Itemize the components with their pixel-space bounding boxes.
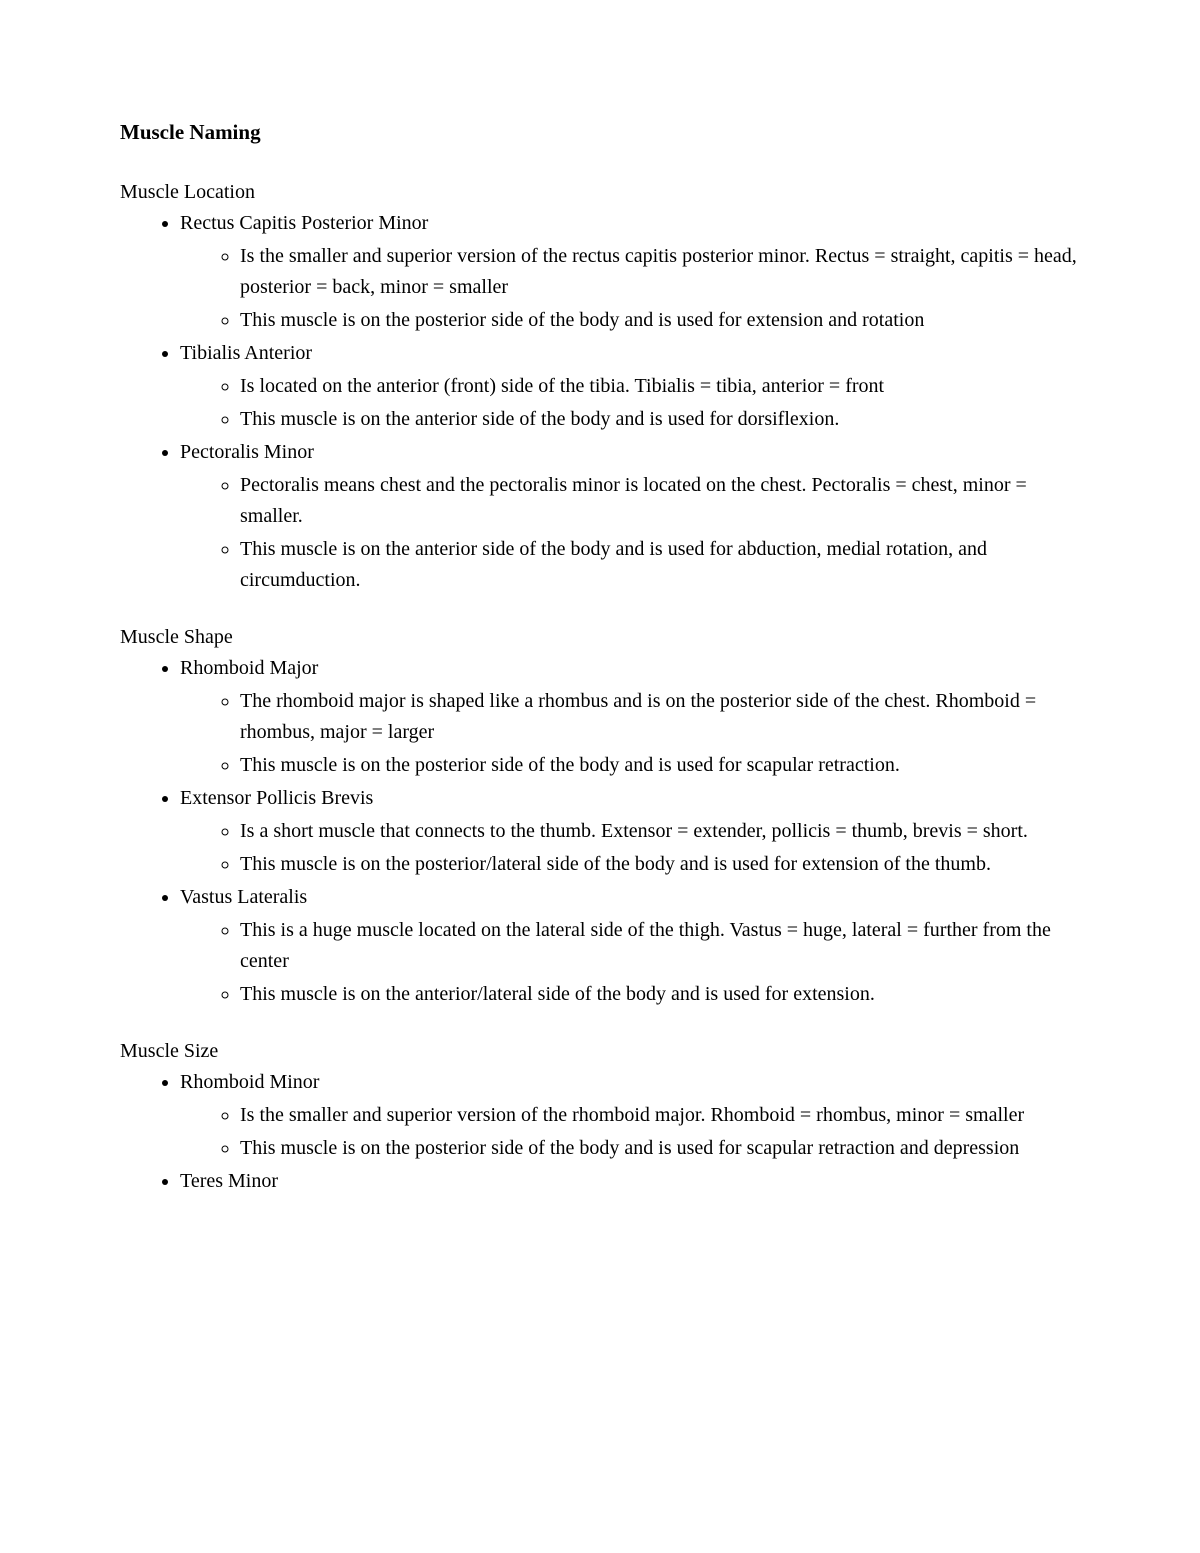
sub-list-item: Is the smaller and superior version of t… bbox=[240, 1100, 1080, 1131]
list-item: Tibialis Anterior Is located on the anter… bbox=[180, 338, 1080, 435]
sub-list: This is a huge muscle located on the lat… bbox=[180, 915, 1080, 1010]
list-item: Rhomboid Minor Is the smaller and superio… bbox=[180, 1067, 1080, 1164]
muscle-name: Rhomboid Major bbox=[180, 657, 318, 679]
sub-list: The rhomboid major is shaped like a rhom… bbox=[180, 686, 1080, 781]
sub-list: Is located on the anterior (front) side … bbox=[180, 371, 1080, 435]
section-list: Rhomboid Minor Is the smaller and superio… bbox=[120, 1067, 1080, 1197]
sections-container: Muscle Location Rectus Capitis Posterior … bbox=[120, 181, 1080, 1197]
muscle-name: Teres Minor bbox=[180, 1170, 278, 1192]
muscle-name: Rhomboid Minor bbox=[180, 1071, 319, 1093]
section-heading: Muscle Size bbox=[120, 1040, 1080, 1063]
list-item: Teres Minor bbox=[180, 1166, 1080, 1197]
sub-list-item: The rhomboid major is shaped like a rhom… bbox=[240, 686, 1080, 748]
sub-list-item: This muscle is on the posterior side of … bbox=[240, 1133, 1080, 1164]
muscle-name: Rectus Capitis Posterior Minor bbox=[180, 212, 428, 234]
sub-list-item: Is a short muscle that connects to the t… bbox=[240, 816, 1080, 847]
section-list: Rhomboid Major The rhomboid major is shap… bbox=[120, 653, 1080, 1010]
sub-list-item: This muscle is on the posterior/lateral … bbox=[240, 849, 1080, 880]
muscle-name: Extensor Pollicis Brevis bbox=[180, 787, 373, 809]
sub-list-item: Is the smaller and superior version of t… bbox=[240, 241, 1080, 303]
sub-list: Is the smaller and superior version of t… bbox=[180, 1100, 1080, 1164]
section-list: Rectus Capitis Posterior Minor Is the sma… bbox=[120, 208, 1080, 596]
list-item: Rhomboid Major The rhomboid major is shap… bbox=[180, 653, 1080, 781]
sub-list-item: This muscle is on the anterior/lateral s… bbox=[240, 979, 1080, 1010]
muscle-name: Pectoralis Minor bbox=[180, 441, 314, 463]
list-item: Rectus Capitis Posterior Minor Is the sma… bbox=[180, 208, 1080, 336]
sub-list-item: This muscle is on the posterior side of … bbox=[240, 305, 1080, 336]
section-heading: Muscle Location bbox=[120, 181, 1080, 204]
sub-list: Is a short muscle that connects to the t… bbox=[180, 816, 1080, 880]
muscle-name: Tibialis Anterior bbox=[180, 342, 312, 364]
sub-list: Pectoralis means chest and the pectorali… bbox=[180, 470, 1080, 596]
list-item: Extensor Pollicis Brevis Is a short muscl… bbox=[180, 783, 1080, 880]
sub-list-item: This muscle is on the anterior side of t… bbox=[240, 534, 1080, 596]
page-title: Muscle Naming bbox=[120, 120, 1080, 145]
list-item: Vastus Lateralis This is a huge muscle lo… bbox=[180, 882, 1080, 1010]
sub-list-item: This muscle is on the anterior side of t… bbox=[240, 404, 1080, 435]
sub-list-item: This muscle is on the posterior side of … bbox=[240, 750, 1080, 781]
sub-list-item: Pectoralis means chest and the pectorali… bbox=[240, 470, 1080, 532]
sub-list-item: This is a huge muscle located on the lat… bbox=[240, 915, 1080, 977]
list-item: Pectoralis Minor Pectoralis means chest a… bbox=[180, 437, 1080, 596]
sub-list-item: Is located on the anterior (front) side … bbox=[240, 371, 1080, 402]
muscle-name: Vastus Lateralis bbox=[180, 886, 307, 908]
document-page: Muscle Naming Muscle Location Rectus Capi… bbox=[0, 0, 1200, 1553]
section-heading: Muscle Shape bbox=[120, 626, 1080, 649]
sub-list: Is the smaller and superior version of t… bbox=[180, 241, 1080, 336]
